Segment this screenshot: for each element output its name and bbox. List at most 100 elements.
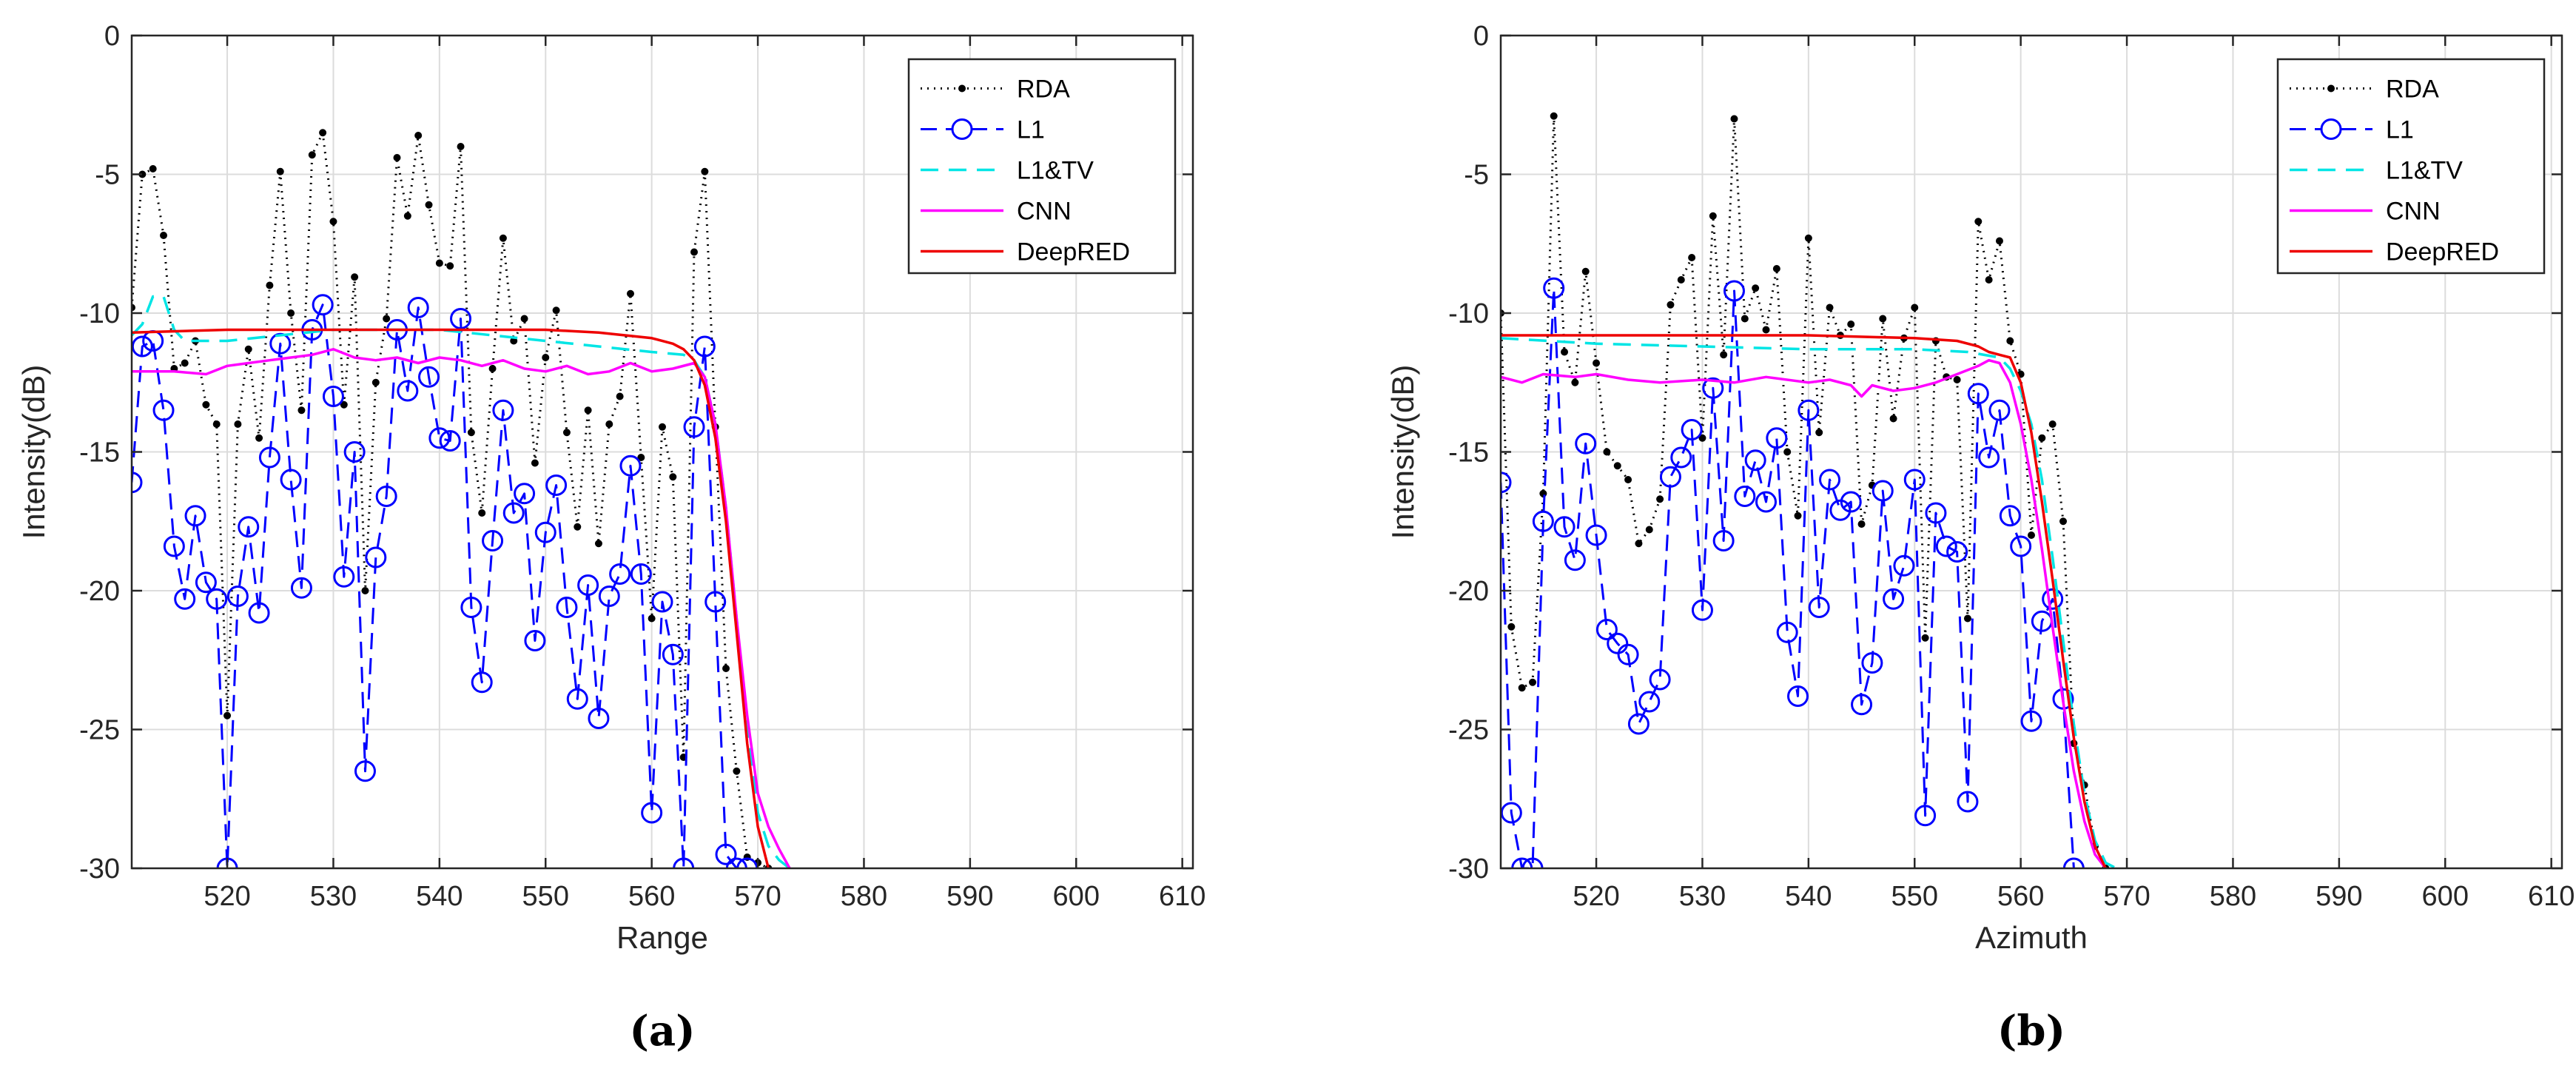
legend-box: [907, 58, 1177, 275]
rda-point: [1783, 448, 1792, 456]
y-tick-label: -30: [79, 853, 120, 885]
rda-point: [1709, 212, 1717, 220]
l1-marker: [132, 335, 153, 358]
legend-label: DeepRED: [2386, 238, 2499, 266]
legend-label: CNN: [1017, 198, 1072, 226]
l1-marker: [354, 760, 376, 782]
l1-marker: [1999, 505, 2021, 527]
series-group: [132, 129, 791, 868]
rda-point: [1698, 434, 1706, 442]
l1-marker: [609, 563, 631, 585]
rda-point: [457, 143, 465, 150]
series-line-deepred: [132, 328, 770, 868]
l1-marker: [174, 588, 196, 610]
rda-point: [1847, 321, 1855, 328]
legend-label: L1: [1017, 116, 1045, 144]
l1-marker: [2020, 710, 2042, 732]
rda-point: [2028, 531, 2035, 539]
y-tick-label: -25: [1448, 715, 1489, 746]
rda-point: [1995, 237, 2003, 245]
rda-point: [160, 232, 168, 239]
l1-marker: [545, 474, 568, 496]
rda-point: [669, 473, 677, 481]
rda-point: [276, 167, 284, 175]
rda-point: [1911, 303, 1919, 312]
x-tick-label: 570: [734, 881, 781, 912]
rda-point: [478, 509, 486, 517]
series-line-rda: [1501, 115, 2107, 868]
rda-point: [1889, 415, 1897, 423]
l1-marker: [428, 427, 451, 449]
l1-marker: [1766, 427, 1788, 449]
rda-point: [1953, 376, 1961, 383]
l1-marker: [1978, 446, 2000, 469]
l1-marker: [195, 571, 217, 594]
l1-marker: [1734, 486, 1756, 507]
rda-point: [701, 167, 709, 175]
legend-label: RDA: [1017, 76, 1070, 104]
l1-marker: [736, 857, 759, 868]
l1-marker: [450, 308, 472, 329]
rda-point: [562, 429, 571, 437]
l1-marker: [206, 588, 228, 610]
rda-point: [574, 523, 582, 531]
l1-marker: [1564, 549, 1586, 571]
x-tick-label: 540: [1785, 881, 1832, 912]
legend-marker: [2327, 84, 2335, 93]
l1-marker: [725, 857, 747, 868]
l1-marker: [1744, 449, 1766, 472]
rda-point: [520, 315, 528, 323]
rda-point: [1688, 254, 1696, 261]
l1-marker: [343, 441, 366, 463]
rda-point: [552, 306, 560, 315]
rda-point: [690, 248, 699, 256]
rda-point: [1603, 448, 1611, 456]
x-tick-label: 570: [2103, 881, 2150, 912]
l1-marker: [492, 399, 514, 421]
legend-label: RDA: [2386, 76, 2439, 104]
l1-marker: [1861, 652, 1883, 674]
x-tick-label: 520: [1573, 881, 1619, 912]
rda-point: [255, 434, 263, 442]
rda-point: [1815, 429, 1823, 437]
l1-marker: [418, 366, 440, 388]
rda-point: [1720, 351, 1728, 359]
l1-marker: [163, 535, 185, 557]
l1-marker: [280, 469, 302, 491]
y-axis-label: Intensity(dB): [1385, 365, 1420, 540]
l1-marker: [1798, 399, 1820, 421]
l1-marker: [1723, 280, 1745, 302]
l1-marker: [152, 399, 175, 421]
l1-marker: [1681, 419, 1703, 440]
l1-marker: [598, 586, 620, 607]
rda-point: [542, 354, 550, 361]
rda-point: [2038, 434, 2046, 442]
l1-marker: [1808, 597, 1830, 618]
series-line-l1: [1501, 286, 2075, 868]
l1-marker: [1501, 472, 1512, 494]
x-tick-label: 610: [2528, 881, 2575, 912]
l1-marker: [1914, 805, 1937, 827]
rda-point: [308, 151, 316, 159]
l1-marker: [290, 577, 312, 599]
chart-panel-1: 520 530 540 550 560 570 580 590 600 610 0 -5 -10 -15 -…: [16, 21, 1205, 1056]
rda-point: [414, 132, 423, 139]
l1-marker: [1957, 791, 1979, 813]
rda-point: [488, 365, 497, 372]
l1-marker: [588, 708, 610, 729]
l1-marker: [1840, 491, 1862, 513]
l1-marker: [1787, 685, 1809, 707]
rda-point: [1921, 634, 1929, 642]
rda-point: [659, 423, 666, 431]
rda-point: [648, 614, 656, 623]
y-tick-label: -20: [79, 576, 120, 607]
y-tick-label: -20: [1448, 576, 1489, 607]
l1-marker: [514, 483, 536, 505]
rda-point: [1762, 326, 1770, 334]
rda-point: [1550, 112, 1558, 120]
rda-point: [202, 400, 210, 409]
l1-marker: [1521, 857, 1544, 868]
l1-marker: [577, 574, 599, 596]
l1-marker: [1755, 491, 1777, 513]
x-tick-label: 600: [2422, 881, 2469, 912]
